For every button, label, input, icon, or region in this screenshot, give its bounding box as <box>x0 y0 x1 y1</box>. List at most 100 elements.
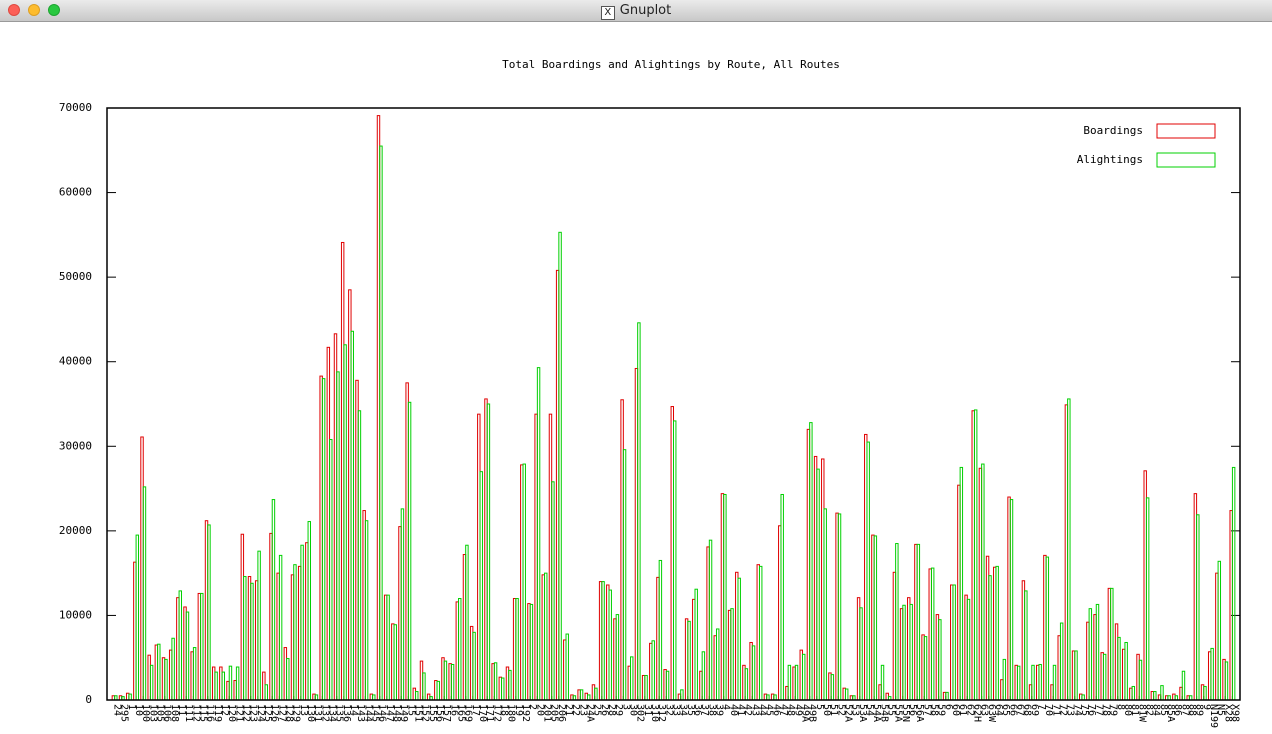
x-tick-label: 143 <box>355 704 366 722</box>
bar <box>314 694 319 701</box>
bar <box>515 598 519 701</box>
bar <box>622 449 627 701</box>
bar <box>816 468 820 701</box>
x-tick-label: 43 <box>749 704 760 716</box>
x-tick-label: 171 <box>484 704 495 722</box>
bar <box>192 647 197 701</box>
bar <box>1002 658 1007 701</box>
x-tick-label: 136 <box>341 704 352 722</box>
x-tick-label: 56 <box>907 704 918 716</box>
bar <box>1067 398 1071 701</box>
bar <box>235 666 240 701</box>
x-tick-label: 53 <box>850 704 861 716</box>
bar <box>1081 694 1085 701</box>
x-tick-label: 8 <box>1115 704 1126 710</box>
chart: Total Boardings and Alightings by Route,… <box>59 58 1241 728</box>
x-tick-label: 148 <box>391 704 402 722</box>
x-tick-label: 82 <box>1143 704 1154 716</box>
bar <box>1224 661 1229 701</box>
x-tick-label: 310 <box>649 704 660 722</box>
x-tick-label: 295 <box>119 704 130 722</box>
bar <box>945 691 949 701</box>
x-tick-label: 24 <box>112 704 123 716</box>
bar <box>1217 560 1222 701</box>
x-tick-label: 151 <box>413 704 424 722</box>
bar <box>307 521 311 701</box>
bar <box>773 694 777 701</box>
bar <box>737 577 741 701</box>
x-tick-label: 122 <box>241 704 252 722</box>
x-tick-label: 120 <box>226 704 237 722</box>
bar <box>286 658 290 701</box>
bar <box>149 664 154 701</box>
bar <box>723 493 727 701</box>
legend-label: Alightings <box>1077 153 1143 166</box>
x-tick-label: 42 <box>742 704 753 716</box>
bar <box>673 420 677 701</box>
x-tick-label: 28 <box>606 704 617 716</box>
bar <box>1196 514 1200 701</box>
bar <box>1160 685 1164 701</box>
x-tick-label: 65 <box>1000 704 1011 716</box>
x-tick-label: 128 <box>284 704 295 722</box>
bar <box>400 508 405 701</box>
x-tick-label: 70 <box>1043 704 1054 716</box>
bar <box>436 680 440 701</box>
x-tick-label: 111 <box>183 704 194 722</box>
bar <box>644 674 648 701</box>
bar <box>830 674 835 701</box>
x-tick-label: N199 <box>1208 704 1219 728</box>
x-tick-label: 23 <box>577 704 588 716</box>
x-tick-label: 31 <box>642 704 653 716</box>
bar <box>1210 647 1214 701</box>
bar <box>200 592 204 701</box>
x-tick-label: 49B <box>807 704 818 722</box>
bar <box>1038 663 1042 701</box>
x-tick-label: 192 <box>520 704 531 722</box>
x-tick-label: 100 <box>140 704 151 722</box>
bar <box>472 631 476 701</box>
x-tick-label: 180 <box>506 704 517 722</box>
zoom-button[interactable] <box>48 4 60 16</box>
x-tick-label: 26 <box>599 704 610 716</box>
bar <box>372 694 376 701</box>
x-tick-label: 85 <box>1158 704 1169 716</box>
bar <box>501 677 505 701</box>
x-tick-label: 125 <box>262 704 273 722</box>
minimize-button[interactable] <box>28 4 40 16</box>
bar <box>171 637 175 701</box>
x-tick-label: 24A <box>585 704 596 722</box>
x-tick-label: 44 <box>756 704 767 716</box>
x-tick-label: 106 <box>162 704 173 722</box>
x-tick-label: 49A <box>799 704 810 722</box>
x-tick-label: 116 <box>205 704 216 722</box>
x-tick-label: 146 <box>377 704 388 722</box>
bar <box>1088 608 1093 701</box>
bar <box>185 611 190 701</box>
bar <box>708 539 713 701</box>
bar <box>1231 466 1236 701</box>
window-title-text: Gnuplot <box>619 3 672 18</box>
bar <box>766 694 770 701</box>
bar <box>157 643 161 701</box>
bar <box>1145 497 1150 701</box>
close-button[interactable] <box>8 4 20 16</box>
x-tick-label: 51 <box>828 704 839 716</box>
x-tick-label: 71 <box>1050 704 1061 716</box>
x-tick-label: 84 <box>1151 704 1162 716</box>
x-tick-label: 48 <box>785 704 796 716</box>
x-tick-label: 149 <box>398 704 409 722</box>
x-tick-label: 5 <box>814 704 825 710</box>
x-tick-label: 20 <box>534 704 545 716</box>
y-tick-label: 20000 <box>59 524 92 537</box>
x-tick-label: 155 <box>427 704 438 722</box>
bar <box>730 608 734 701</box>
x-tick-label: 52 <box>835 704 846 716</box>
x-tick-label: 89 <box>1194 704 1205 716</box>
bar <box>465 544 469 701</box>
x-tick-label: 130 <box>305 704 316 722</box>
bar <box>601 581 605 701</box>
window-title-bar: X Gnuplot <box>0 0 1272 22</box>
bar <box>536 367 541 701</box>
bar <box>558 231 562 701</box>
